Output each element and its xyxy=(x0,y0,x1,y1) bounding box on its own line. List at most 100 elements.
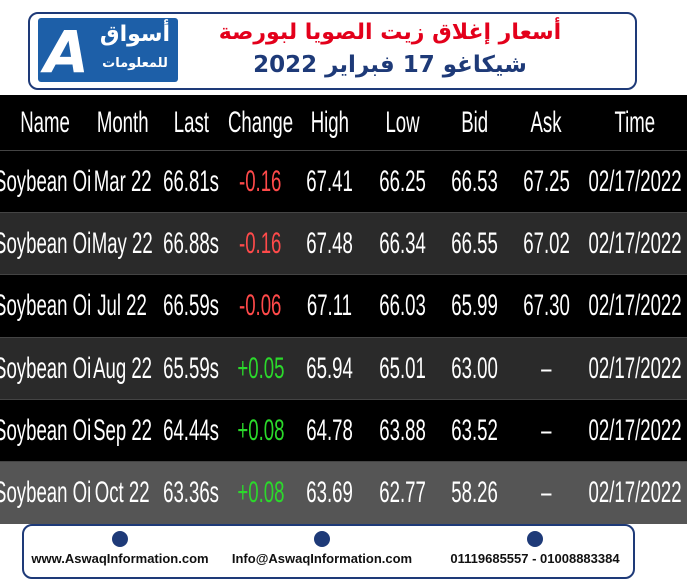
table-cell: Mar 22 xyxy=(90,150,156,214)
table-cell: Soybean Oil xyxy=(0,398,91,462)
cell-text: 02/17/2022 xyxy=(588,289,682,323)
web-icon xyxy=(112,531,128,547)
cell-text: Low xyxy=(385,105,421,139)
cell-text: 58.26 xyxy=(451,476,499,510)
table-cell: -0.16 xyxy=(228,212,294,276)
cell-text: – xyxy=(541,351,552,385)
table-cell: – xyxy=(510,336,584,400)
table-cell: Oct 22 xyxy=(90,461,156,525)
logo: A أسواق للمعلومات xyxy=(38,18,178,86)
cell-text: 65.99 xyxy=(451,289,499,323)
table-cell: 65.59s xyxy=(155,336,229,400)
table-cell: 63.69 xyxy=(293,461,367,525)
table-cell: – xyxy=(510,398,584,462)
cell-text: Soybean Oil xyxy=(0,165,90,199)
table-cell: Change xyxy=(228,95,294,150)
table-cell: 66.34 xyxy=(366,212,441,276)
cell-text: Month xyxy=(96,105,149,139)
cell-text: 66.03 xyxy=(379,289,427,323)
cell-text: 65.94 xyxy=(306,351,353,385)
cell-text: Jul 22 xyxy=(97,289,148,323)
table-cell: +0.08 xyxy=(228,398,294,462)
cell-text: 67.02 xyxy=(523,227,570,261)
cell-text: +0.08 xyxy=(236,413,285,447)
table-cell: 63.00 xyxy=(440,336,511,400)
table-cell: 02/17/2022 xyxy=(583,398,687,462)
cell-text: 66.34 xyxy=(379,227,427,261)
footer-box xyxy=(22,524,635,579)
cell-text: Soybean Oil xyxy=(0,289,90,323)
cell-text: 67.41 xyxy=(306,165,353,199)
cell-text: -0.16 xyxy=(239,227,282,261)
table-cell: 62.77 xyxy=(366,461,441,525)
cell-text: 67.25 xyxy=(523,165,570,199)
cell-text: 02/17/2022 xyxy=(588,227,682,261)
cell-text: 67.11 xyxy=(306,289,353,323)
cell-text: 02/17/2022 xyxy=(588,476,682,510)
table-cell: Bid xyxy=(440,95,511,150)
cell-text: 65.01 xyxy=(379,351,427,385)
website: www.AswaqInformation.com xyxy=(31,551,209,566)
table-cell: Name xyxy=(0,95,91,150)
table-cell: 65.94 xyxy=(293,336,367,400)
table-cell: 64.78 xyxy=(293,398,367,462)
table-cell: 66.25 xyxy=(366,150,441,214)
cell-text: 02/17/2022 xyxy=(588,351,682,385)
cell-text: Name xyxy=(20,105,70,139)
cell-text: – xyxy=(541,476,552,510)
cell-text: +0.08 xyxy=(236,476,285,510)
table-cell: Ask xyxy=(510,95,584,150)
table-cell: 65.99 xyxy=(440,274,511,338)
table-cell: 02/17/2022 xyxy=(583,461,687,525)
cell-text: 66.25 xyxy=(379,165,427,199)
table-cell: Month xyxy=(90,95,156,150)
table-cell: 66.59s xyxy=(155,274,229,338)
table-cell: 66.53 xyxy=(440,150,511,214)
cell-text: 02/17/2022 xyxy=(588,413,682,447)
cell-text: Soybean Oil xyxy=(0,476,90,510)
table-cell: Jul 22 xyxy=(90,274,156,338)
cell-text: 67.48 xyxy=(306,227,353,261)
cell-text: Oct 22 xyxy=(95,476,150,510)
cell-text: – xyxy=(541,413,552,447)
cell-text: 66.59s xyxy=(163,289,220,323)
cell-text: 63.00 xyxy=(451,351,499,385)
cell-text: 63.69 xyxy=(306,476,353,510)
table-cell: Soybean Oil xyxy=(0,212,91,276)
table-cell: 67.41 xyxy=(293,150,367,214)
cell-text: 62.77 xyxy=(379,476,427,510)
cell-text: Last xyxy=(173,105,210,139)
table-cell: 02/17/2022 xyxy=(583,336,687,400)
cell-text: 67.30 xyxy=(523,289,570,323)
cell-text: Bid xyxy=(461,105,489,139)
cell-text: Soybean Oil xyxy=(0,227,90,261)
table-cell: 66.03 xyxy=(366,274,441,338)
table-cell: Sep 22 xyxy=(90,398,156,462)
table-cell: 67.02 xyxy=(510,212,584,276)
table-cell: Aug 22 xyxy=(90,336,156,400)
phone-icon xyxy=(527,531,543,547)
cell-text: Sep 22 xyxy=(93,413,152,447)
logo-sub: للمعلومات xyxy=(102,56,168,71)
table-cell: 67.48 xyxy=(293,212,367,276)
table-cell: 66.88s xyxy=(155,212,229,276)
table-cell: -0.16 xyxy=(228,150,294,214)
logo-name: أسواق xyxy=(99,22,171,47)
table-cell: 66.55 xyxy=(440,212,511,276)
cell-text: Time xyxy=(614,105,656,139)
table-cell: – xyxy=(510,461,584,525)
title: أسعار إغلاق زيت الصويا لبورصة xyxy=(218,20,562,45)
table-cell: +0.05 xyxy=(228,336,294,400)
cell-text: Soybean Oil xyxy=(0,351,90,385)
cell-text: Change xyxy=(228,105,294,139)
table-cell: High xyxy=(293,95,367,150)
table-cell: -0.06 xyxy=(228,274,294,338)
cell-text: High xyxy=(310,105,349,139)
cell-text: Aug 22 xyxy=(93,351,152,385)
cell-text: 66.88s xyxy=(163,227,220,261)
cell-text: -0.16 xyxy=(239,165,282,199)
table-cell: 63.36s xyxy=(155,461,229,525)
table-cell: Soybean Oil xyxy=(0,461,91,525)
table-cell: 65.01 xyxy=(366,336,441,400)
